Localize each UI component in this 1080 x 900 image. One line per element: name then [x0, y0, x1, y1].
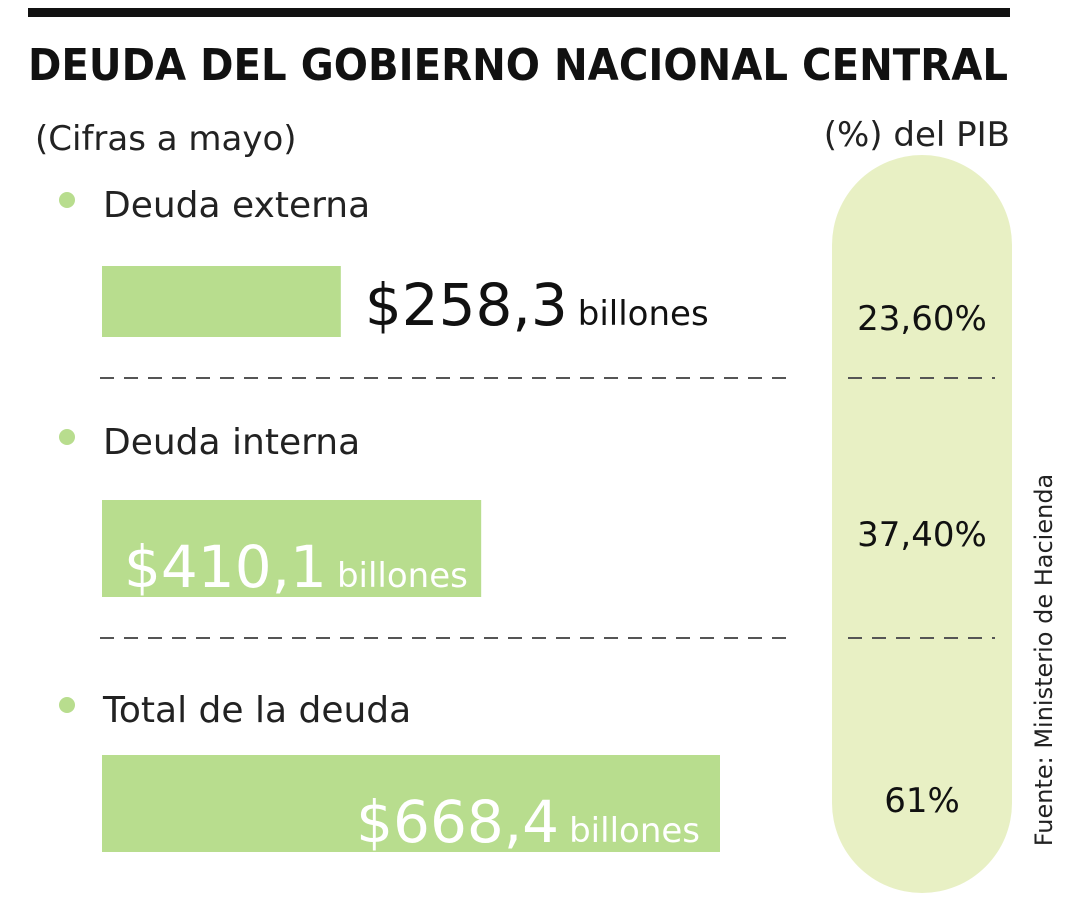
- bar: [102, 266, 341, 337]
- top-rule: [28, 8, 1010, 17]
- value-label: $410,1 billones: [124, 533, 468, 601]
- value-unit: billones: [569, 811, 700, 851]
- category-label: Total de la deuda: [102, 690, 411, 731]
- value-unit: billones: [578, 294, 709, 334]
- pib-label: 61%: [884, 781, 960, 821]
- separators: [100, 377, 995, 639]
- value-label: $258,3 billones: [365, 271, 709, 339]
- value-unit: billones: [337, 556, 468, 596]
- bullet: [59, 697, 75, 713]
- value-label: $668,4 billones: [356, 788, 700, 856]
- category-label: Deuda interna: [103, 422, 360, 463]
- pib-column: [832, 155, 1012, 893]
- value-amount: $258,3: [365, 271, 568, 339]
- chart-title: DEUDA DEL GOBIERNO NACIONAL CENTRAL: [28, 40, 1008, 91]
- value-amount: $410,1: [124, 533, 327, 601]
- bar: [102, 755, 720, 852]
- bullet: [59, 429, 75, 445]
- category-label: Deuda externa: [103, 185, 370, 226]
- subtitle: (Cifras a mayo): [35, 119, 297, 159]
- source: Fuente: Ministerio de Hacienda: [1030, 474, 1058, 847]
- pib-header: (%) del PIB: [824, 115, 1010, 155]
- bullet: [59, 192, 75, 208]
- value-amount: $668,4: [356, 788, 559, 856]
- pib-label: 23,60%: [857, 299, 987, 339]
- bar: [102, 500, 482, 597]
- pib-label: 37,40%: [857, 515, 987, 555]
